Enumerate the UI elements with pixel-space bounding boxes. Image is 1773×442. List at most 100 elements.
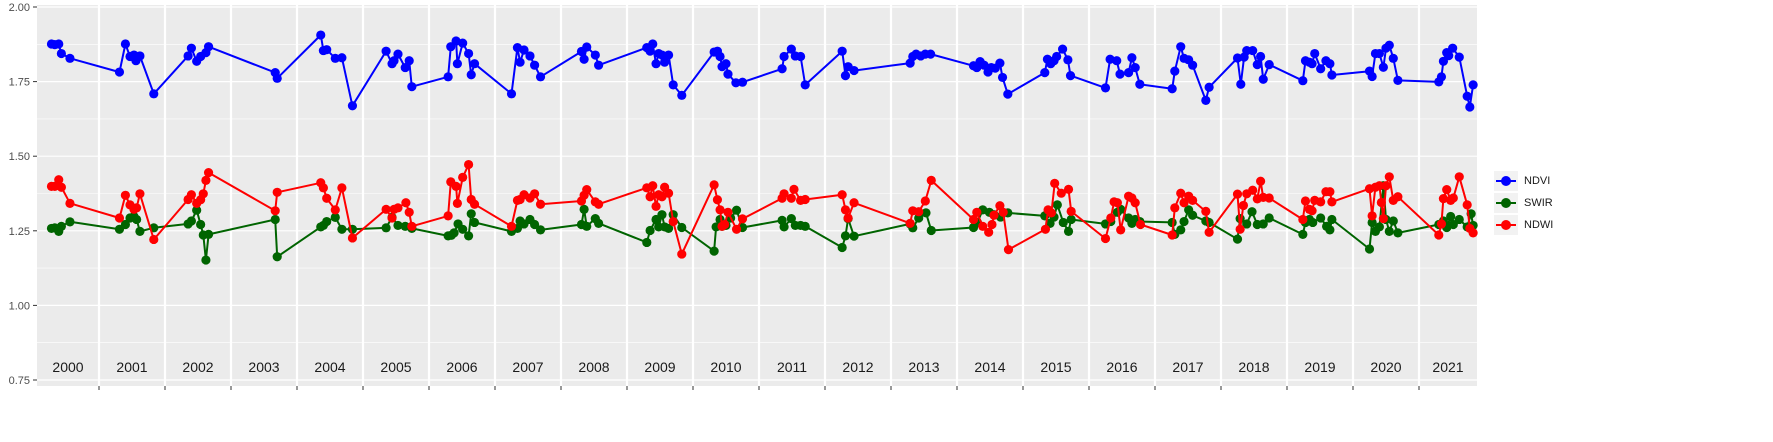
data-point-ndvi <box>535 72 546 82</box>
x-tick-label: 2008 <box>578 359 609 375</box>
data-point-ndvi <box>1112 56 1122 66</box>
data-point-swir <box>1316 213 1326 223</box>
data-point-ndvi <box>1454 52 1464 62</box>
y-tick-label: 0.75 <box>9 375 30 387</box>
data-point-swir <box>657 210 667 220</box>
data-point-ndwi <box>135 189 145 199</box>
data-point-ndwi <box>347 233 358 243</box>
data-point-ndwi <box>270 206 280 216</box>
data-point-ndvi <box>1307 59 1317 69</box>
data-point-ndvi <box>737 77 748 87</box>
y-tick-label: 2.00 <box>9 2 30 14</box>
x-tick-label: 2015 <box>1040 359 1071 375</box>
data-point-ndwi <box>401 198 411 208</box>
data-point-ndwi <box>451 181 461 191</box>
data-point-ndvi <box>1264 59 1274 70</box>
data-point-ndwi <box>443 211 453 221</box>
data-point-ndwi <box>987 219 997 230</box>
data-point-ndwi <box>1056 188 1066 198</box>
x-tick-label: 2012 <box>842 359 873 375</box>
data-point-ndwi <box>1454 172 1464 182</box>
data-point-swir <box>203 229 214 239</box>
data-point-ndvi <box>1248 45 1258 56</box>
data-point-swir <box>132 214 142 225</box>
data-point-ndwi <box>1298 214 1308 225</box>
data-point-ndwi <box>407 221 417 231</box>
data-point-swir <box>1393 228 1403 238</box>
data-point-ndwi <box>1448 193 1458 203</box>
data-point-swir <box>458 224 468 234</box>
data-point-swir <box>926 225 936 236</box>
x-tick-label: 2007 <box>512 359 543 375</box>
data-point-ndvi <box>149 89 159 99</box>
data-point-swir <box>1258 219 1268 229</box>
data-point-ndwi <box>469 199 480 209</box>
data-point-ndwi <box>322 193 332 203</box>
data-point-ndvi <box>645 46 655 56</box>
data-point-ndwi <box>905 218 915 228</box>
data-point-ndwi <box>1376 197 1386 208</box>
data-point-ndvi <box>677 90 687 100</box>
data-point-ndwi <box>1438 193 1449 204</box>
data-point-ndwi <box>926 175 936 185</box>
data-point-ndwi <box>1256 176 1266 186</box>
data-point-ndvi <box>777 64 787 74</box>
data-point-swir <box>186 216 196 226</box>
data-point-ndvi <box>1130 62 1140 73</box>
x-tick-label: 2017 <box>1172 359 1203 375</box>
data-point-ndwi <box>1264 193 1274 203</box>
data-point-ndvi <box>381 46 391 56</box>
data-point-ndwi <box>663 188 674 198</box>
data-point-ndwi <box>1135 219 1146 230</box>
data-point-ndwi <box>972 207 982 217</box>
data-point-swir <box>535 225 546 235</box>
data-point-ndvi <box>1058 44 1068 54</box>
y-tick-label: 1.50 <box>9 151 30 163</box>
data-point-ndvi <box>1100 83 1111 93</box>
data-point-ndwi <box>506 221 517 231</box>
data-point-ndwi <box>594 199 604 209</box>
data-point-ndwi <box>201 175 211 185</box>
data-point-ndvi <box>786 44 796 54</box>
data-point-ndwi <box>65 198 75 208</box>
data-point-swir <box>1364 244 1375 254</box>
data-point-ndvi <box>1310 48 1320 59</box>
data-point-ndwi <box>914 207 924 217</box>
data-point-ndwi <box>840 205 851 215</box>
data-point-ndvi <box>114 67 125 77</box>
data-point-ndvi <box>183 51 193 61</box>
data-point-ndwi <box>723 207 733 217</box>
data-point-swir <box>272 252 282 262</box>
data-point-ndvi <box>322 45 332 55</box>
data-point-ndvi <box>800 80 810 90</box>
data-point-swir <box>1204 217 1214 228</box>
legend-label-swir: SWIR <box>1524 197 1553 209</box>
data-point-ndvi <box>795 51 806 62</box>
data-point-swir <box>1063 226 1074 236</box>
data-point-ndvi <box>316 30 326 40</box>
data-point-ndvi <box>1384 40 1394 50</box>
legend-key-swir <box>1494 193 1518 213</box>
data-point-swir <box>731 205 742 215</box>
x-tick-label: 2003 <box>248 359 279 375</box>
data-point-ndvi <box>393 49 403 59</box>
data-point-swir <box>1325 225 1335 235</box>
data-point-ndwi <box>920 196 930 206</box>
data-point-ndwi <box>1384 172 1394 182</box>
data-point-ndwi <box>1130 198 1140 208</box>
data-point-ndwi <box>54 175 64 185</box>
data-point-ndvi <box>135 51 145 61</box>
data-point-ndwi <box>114 213 125 223</box>
data-point-ndvi <box>464 48 474 59</box>
data-point-ndwi <box>1066 206 1076 217</box>
data-point-swir <box>1367 217 1377 228</box>
x-tick-label: 2004 <box>314 359 345 375</box>
data-point-ndvi <box>1388 53 1398 63</box>
data-point-ndwi <box>582 185 592 195</box>
data-point-ndvi <box>1201 95 1211 105</box>
data-point-swir <box>645 225 655 236</box>
data-point-ndvi <box>721 59 731 69</box>
data-point-ndvi <box>347 101 358 111</box>
data-point-ndwi <box>1442 185 1452 195</box>
